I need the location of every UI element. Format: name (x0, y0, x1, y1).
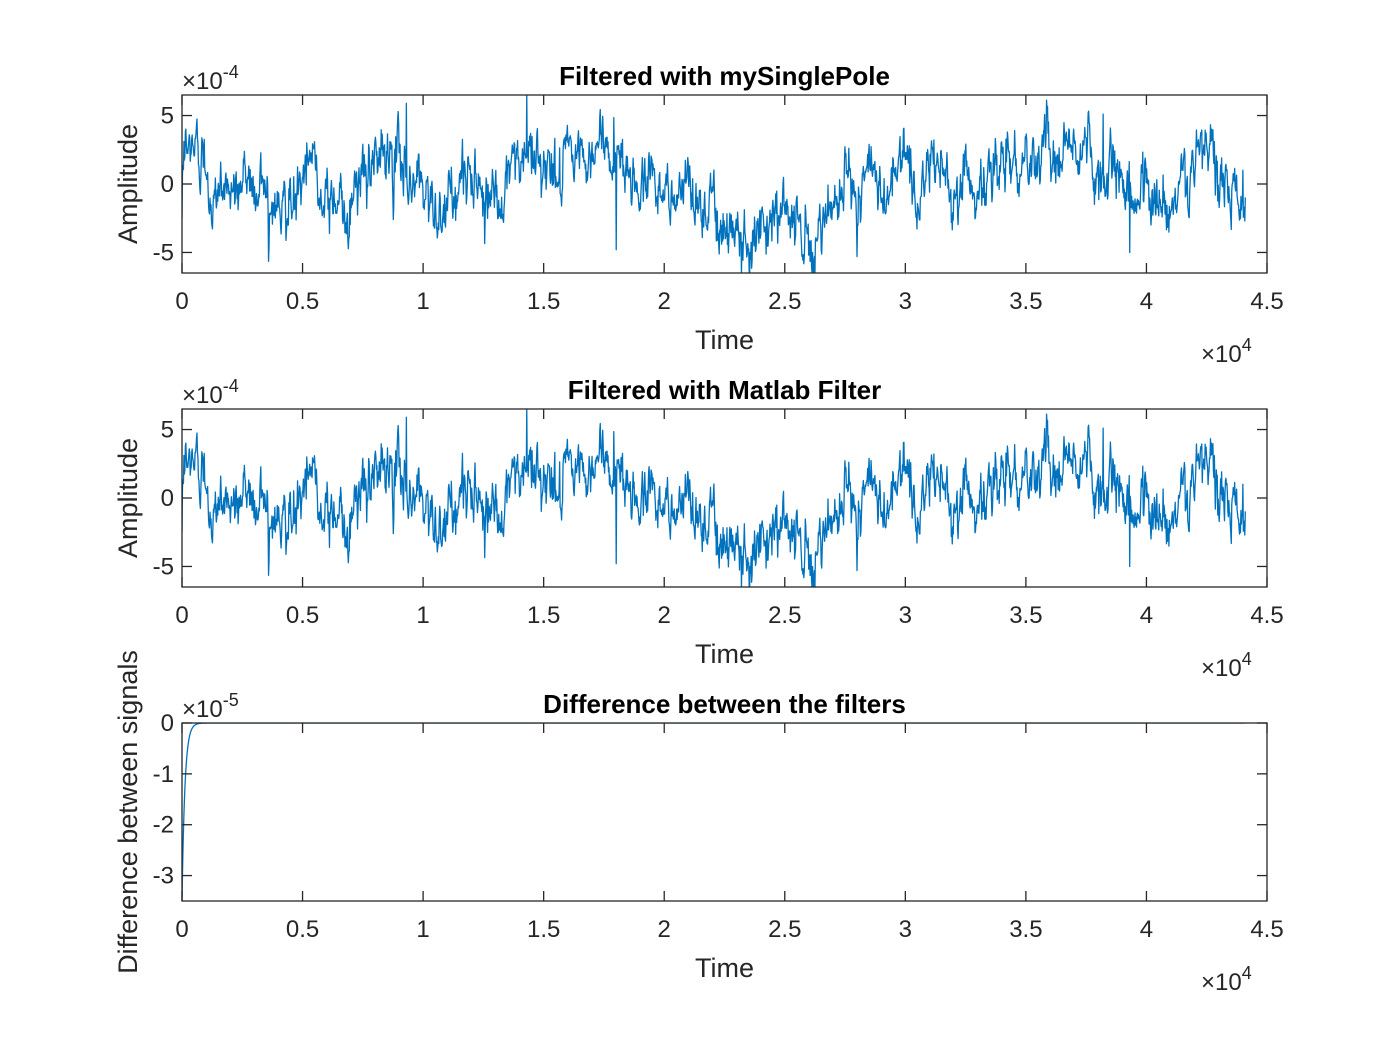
x-tick-label: 1 (416, 288, 429, 315)
x-tick-label: 1.5 (527, 602, 560, 629)
series-line-1-signal (182, 95, 1246, 273)
x-tick-label: 0.5 (286, 602, 319, 629)
y-tick-label: 0 (161, 485, 174, 512)
x-multiplier-exponent: 4 (1242, 963, 1252, 983)
x-tick-label: 1.5 (527, 288, 560, 315)
x-tick-label: 0 (175, 288, 188, 315)
x-axis-label: Time (695, 639, 754, 669)
x-tick-label: 2 (658, 288, 671, 315)
y-multiplier: ×10-5 (182, 690, 239, 723)
y-tick-label: 5 (161, 103, 174, 130)
x-tick-label: 4 (1140, 288, 1153, 315)
y-tick-label: 0 (161, 710, 174, 737)
x-tick-label: 3.5 (1009, 288, 1042, 315)
x-multiplier-exponent: 4 (1242, 335, 1252, 355)
x-tick-label: 0.5 (286, 288, 319, 315)
y-multiplier: ×10-4 (182, 376, 239, 409)
x-tick-label: 3 (899, 916, 912, 943)
y-multiplier: ×10-4 (182, 62, 239, 95)
y-multiplier-base: ×10 (182, 382, 223, 409)
x-tick-label: 3 (899, 602, 912, 629)
x-tick-label: 2 (658, 602, 671, 629)
y-axis-label: Difference between signals (113, 650, 143, 974)
x-multiplier: ×104 (1201, 649, 1252, 682)
x-tick-label: 0 (175, 602, 188, 629)
x-tick-label: 2.5 (768, 288, 801, 315)
subplot-title: Filtered with Matlab Filter (568, 375, 881, 405)
x-tick-label: 4.5 (1250, 916, 1283, 943)
y-multiplier-exponent: -4 (223, 376, 239, 396)
y-tick-label: -1 (153, 761, 174, 788)
y-multiplier-exponent: -5 (223, 690, 239, 710)
y-tick-label: 5 (161, 417, 174, 444)
x-tick-label: 3 (899, 288, 912, 315)
subplot-3: 0 0.5 1 1.5 2 2.5 3 3.5 4 4.5 -3 -2 -1 0 Difference be… (113, 650, 1284, 996)
x-multiplier-exponent: 4 (1242, 649, 1252, 669)
y-multiplier-base: ×10 (182, 696, 223, 723)
x-tick-label: 3.5 (1009, 916, 1042, 943)
y-tick-label: -5 (153, 553, 174, 580)
series-line-3-difference (182, 723, 1246, 901)
x-tick-label: 1 (416, 916, 429, 943)
y-tick-label: -2 (153, 812, 174, 839)
x-multiplier-base: ×10 (1201, 969, 1242, 996)
x-tick-label: 4.5 (1250, 288, 1283, 315)
x-tick-label: 0 (175, 916, 188, 943)
x-multiplier: ×104 (1201, 963, 1252, 996)
x-tick-label: 0.5 (286, 916, 319, 943)
y-tick-label: -3 (153, 863, 174, 890)
x-tick-label: 2.5 (768, 602, 801, 629)
x-tick-label: 1 (416, 602, 429, 629)
x-multiplier: ×104 (1201, 335, 1252, 368)
x-multiplier-base: ×10 (1201, 655, 1242, 682)
subplot-title: Difference between the filters (543, 689, 906, 719)
x-tick-label: 2 (658, 916, 671, 943)
x-axis-label: Time (695, 325, 754, 355)
series-line-2-signal (182, 409, 1246, 587)
y-axis-label: Amplitude (113, 124, 143, 244)
x-tick-label: 1.5 (527, 916, 560, 943)
y-multiplier-exponent: -4 (223, 62, 239, 82)
y-tick-label: -5 (153, 239, 174, 266)
x-tick-label: 4.5 (1250, 602, 1283, 629)
x-tick-label: 2.5 (768, 916, 801, 943)
subplot-title: Filtered with mySinglePole (559, 61, 890, 91)
y-axis-label: Amplitude (113, 438, 143, 558)
y-tick-label: 0 (161, 171, 174, 198)
x-multiplier-base: ×10 (1201, 341, 1242, 368)
axes-box (181, 722, 1268, 902)
x-tick-label: 3.5 (1009, 602, 1042, 629)
y-multiplier-base: ×10 (182, 68, 223, 95)
x-tick-label: 4 (1140, 916, 1153, 943)
x-axis-label: Time (695, 953, 754, 983)
x-tick-label: 4 (1140, 602, 1153, 629)
